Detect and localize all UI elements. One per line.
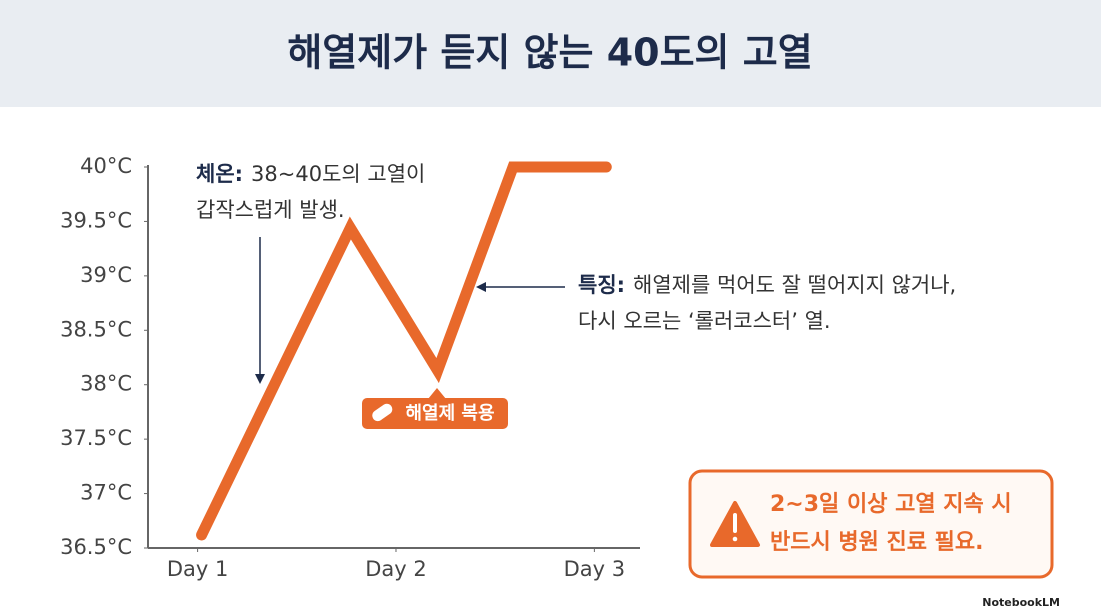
warning-text: 2~3일 이상 고열 지속 시 [770,492,1012,517]
y-tick-label: 36.5°C [60,535,132,559]
callout-pointer [428,388,446,399]
callout-box [362,398,508,429]
watermark: NotebookLM [982,596,1060,609]
x-tick-label: Day 2 [365,557,427,581]
annotation-text: 38~40도의 고열이 [251,162,425,186]
annotation-text: 다시 오르는 ‘롤러코스터’ 열. [578,309,831,333]
annotation-text: 해열제를 먹어도 잘 떨어지지 않거나, [633,273,956,297]
y-tick-label: 40°C [80,154,132,178]
warning-dot [732,536,738,542]
y-tick-label: 37°C [80,481,132,505]
annotation-label: 체온: [196,162,243,186]
callout-text: 해열제 복용 [405,403,494,424]
y-tick-label: 39°C [80,263,132,287]
x-tick-label: Day 1 [167,557,229,581]
y-tick-label: 39.5°C [60,208,132,232]
pill-icon [372,403,393,422]
x-tick-label: Day 3 [564,557,626,581]
annotation-label: 특징: [578,273,625,297]
annotation-text: 갑작스럽게 발생. [196,198,345,222]
title-band [0,0,1101,107]
annotation: 특징: 해열제를 먹어도 잘 떨어지지 않거나, [578,273,956,297]
y-tick-label: 38.5°C [60,317,132,341]
annotation: 체온: 38~40도의 고열이 [196,162,425,186]
warning-text: 반드시 병원 진료 필요. [770,530,984,555]
chart-title: 해열제가 듣지 않는 40도의 고열 [287,31,812,75]
y-tick-label: 38°C [80,372,132,396]
data-line [196,161,612,541]
y-tick-label: 37.5°C [60,426,132,450]
warning-box [688,469,1054,579]
